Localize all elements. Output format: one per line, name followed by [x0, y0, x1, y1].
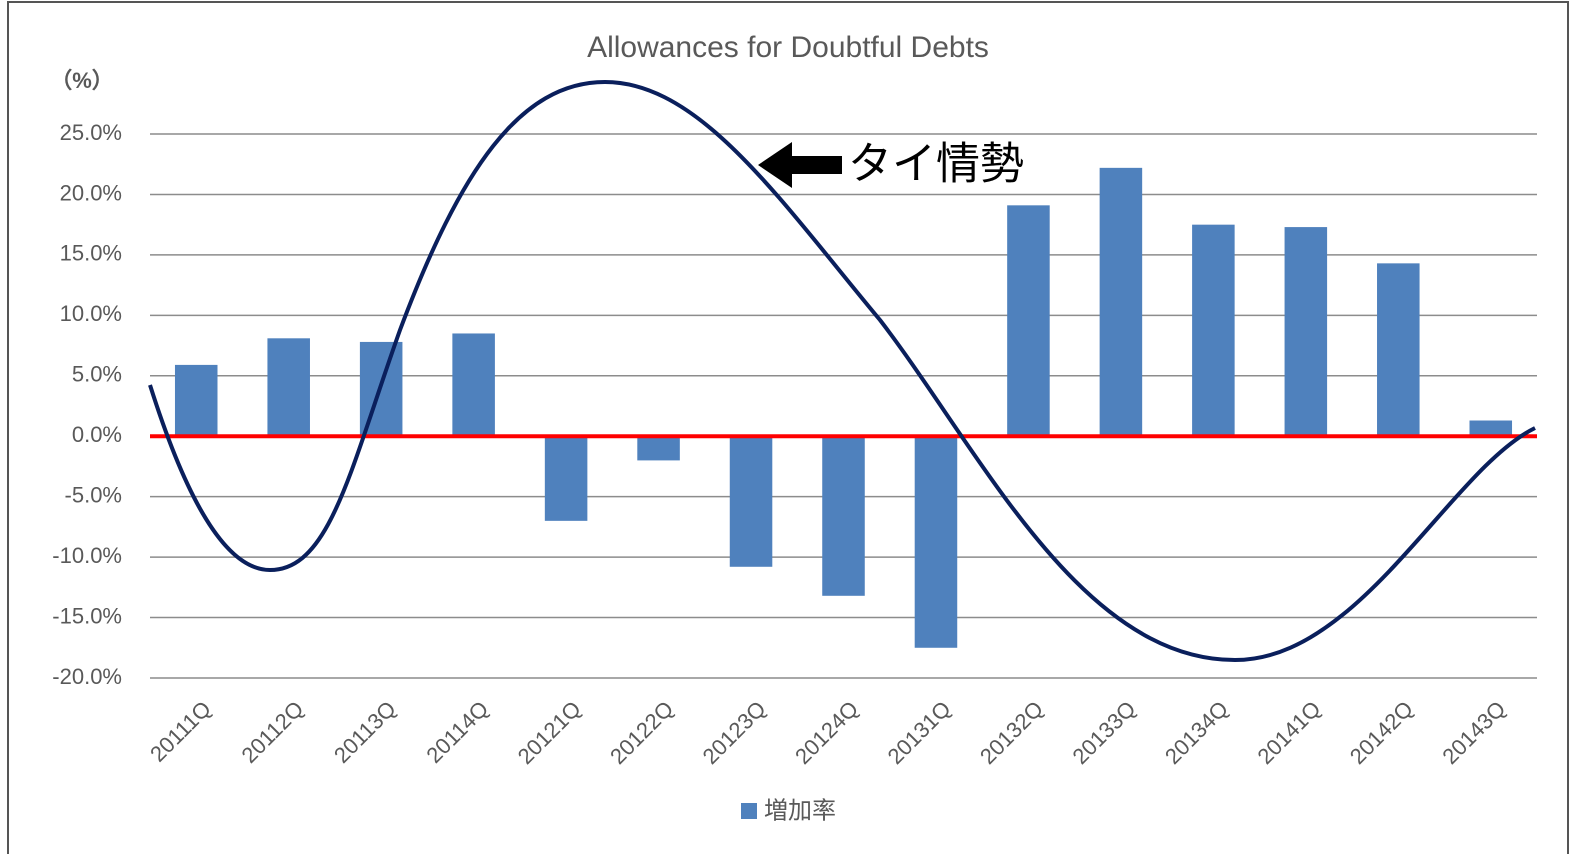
bar — [637, 436, 680, 461]
bar — [544, 436, 588, 521]
x-tick-label: 20112Q — [236, 696, 308, 768]
y-tick-label: 5.0% — [72, 362, 122, 387]
x-tick-label: 20114Q — [421, 696, 493, 768]
bar — [822, 436, 865, 596]
legend-label: 増加率 — [764, 797, 836, 824]
bar — [1284, 227, 1328, 437]
bar — [267, 338, 310, 437]
y-unit: （%） — [50, 68, 114, 93]
y-tick-label: 15.0% — [60, 241, 122, 266]
x-tick-label: 20122Q — [605, 696, 678, 769]
trend-curve — [148, 79, 1536, 663]
x-tick-label: 20121Q — [513, 696, 586, 769]
bar — [729, 436, 773, 567]
x-tick-label: 20123Q — [698, 696, 771, 769]
chart-border — [7, 1, 1569, 854]
bar — [1377, 263, 1420, 437]
y-tick-label: -5.0% — [65, 482, 122, 507]
bar — [1007, 205, 1050, 437]
y-tick-label: -20.0% — [52, 664, 122, 689]
legend-swatch — [741, 803, 757, 819]
x-tick-label: 20124Q — [790, 696, 863, 769]
x-tick-label: 20142Q — [1345, 696, 1418, 769]
annotation: タイ情勢 — [848, 140, 1024, 189]
y-tick-label: 25.0% — [60, 120, 122, 145]
y-tick-label: -10.0% — [52, 543, 122, 568]
x-tick-label: 20133Q — [1068, 696, 1141, 769]
x-tick-label: 20132Q — [975, 696, 1048, 769]
y-tick-label: 20.0% — [60, 180, 122, 205]
bar — [1192, 224, 1235, 437]
bar — [914, 436, 958, 648]
x-tick-label: 20111Q — [145, 696, 216, 767]
x-tick-label: 20141Q — [1252, 696, 1325, 769]
y-tick-label: -15.0% — [52, 603, 122, 628]
x-tick-label: 20131Q — [883, 696, 956, 769]
y-tick-label: 10.0% — [60, 301, 122, 326]
bar — [452, 333, 495, 437]
bar — [1099, 167, 1143, 437]
x-tick-label: 20143Q — [1437, 696, 1510, 769]
chart-title: Allowances for Doubtful Debts — [587, 31, 989, 64]
x-tick-label: 20134Q — [1160, 696, 1233, 769]
y-tick-label: 0.0% — [72, 422, 122, 447]
bar — [1469, 420, 1513, 437]
x-tick-label: 20113Q — [329, 696, 401, 768]
annotation-arrow — [758, 142, 842, 188]
bar — [174, 364, 218, 437]
